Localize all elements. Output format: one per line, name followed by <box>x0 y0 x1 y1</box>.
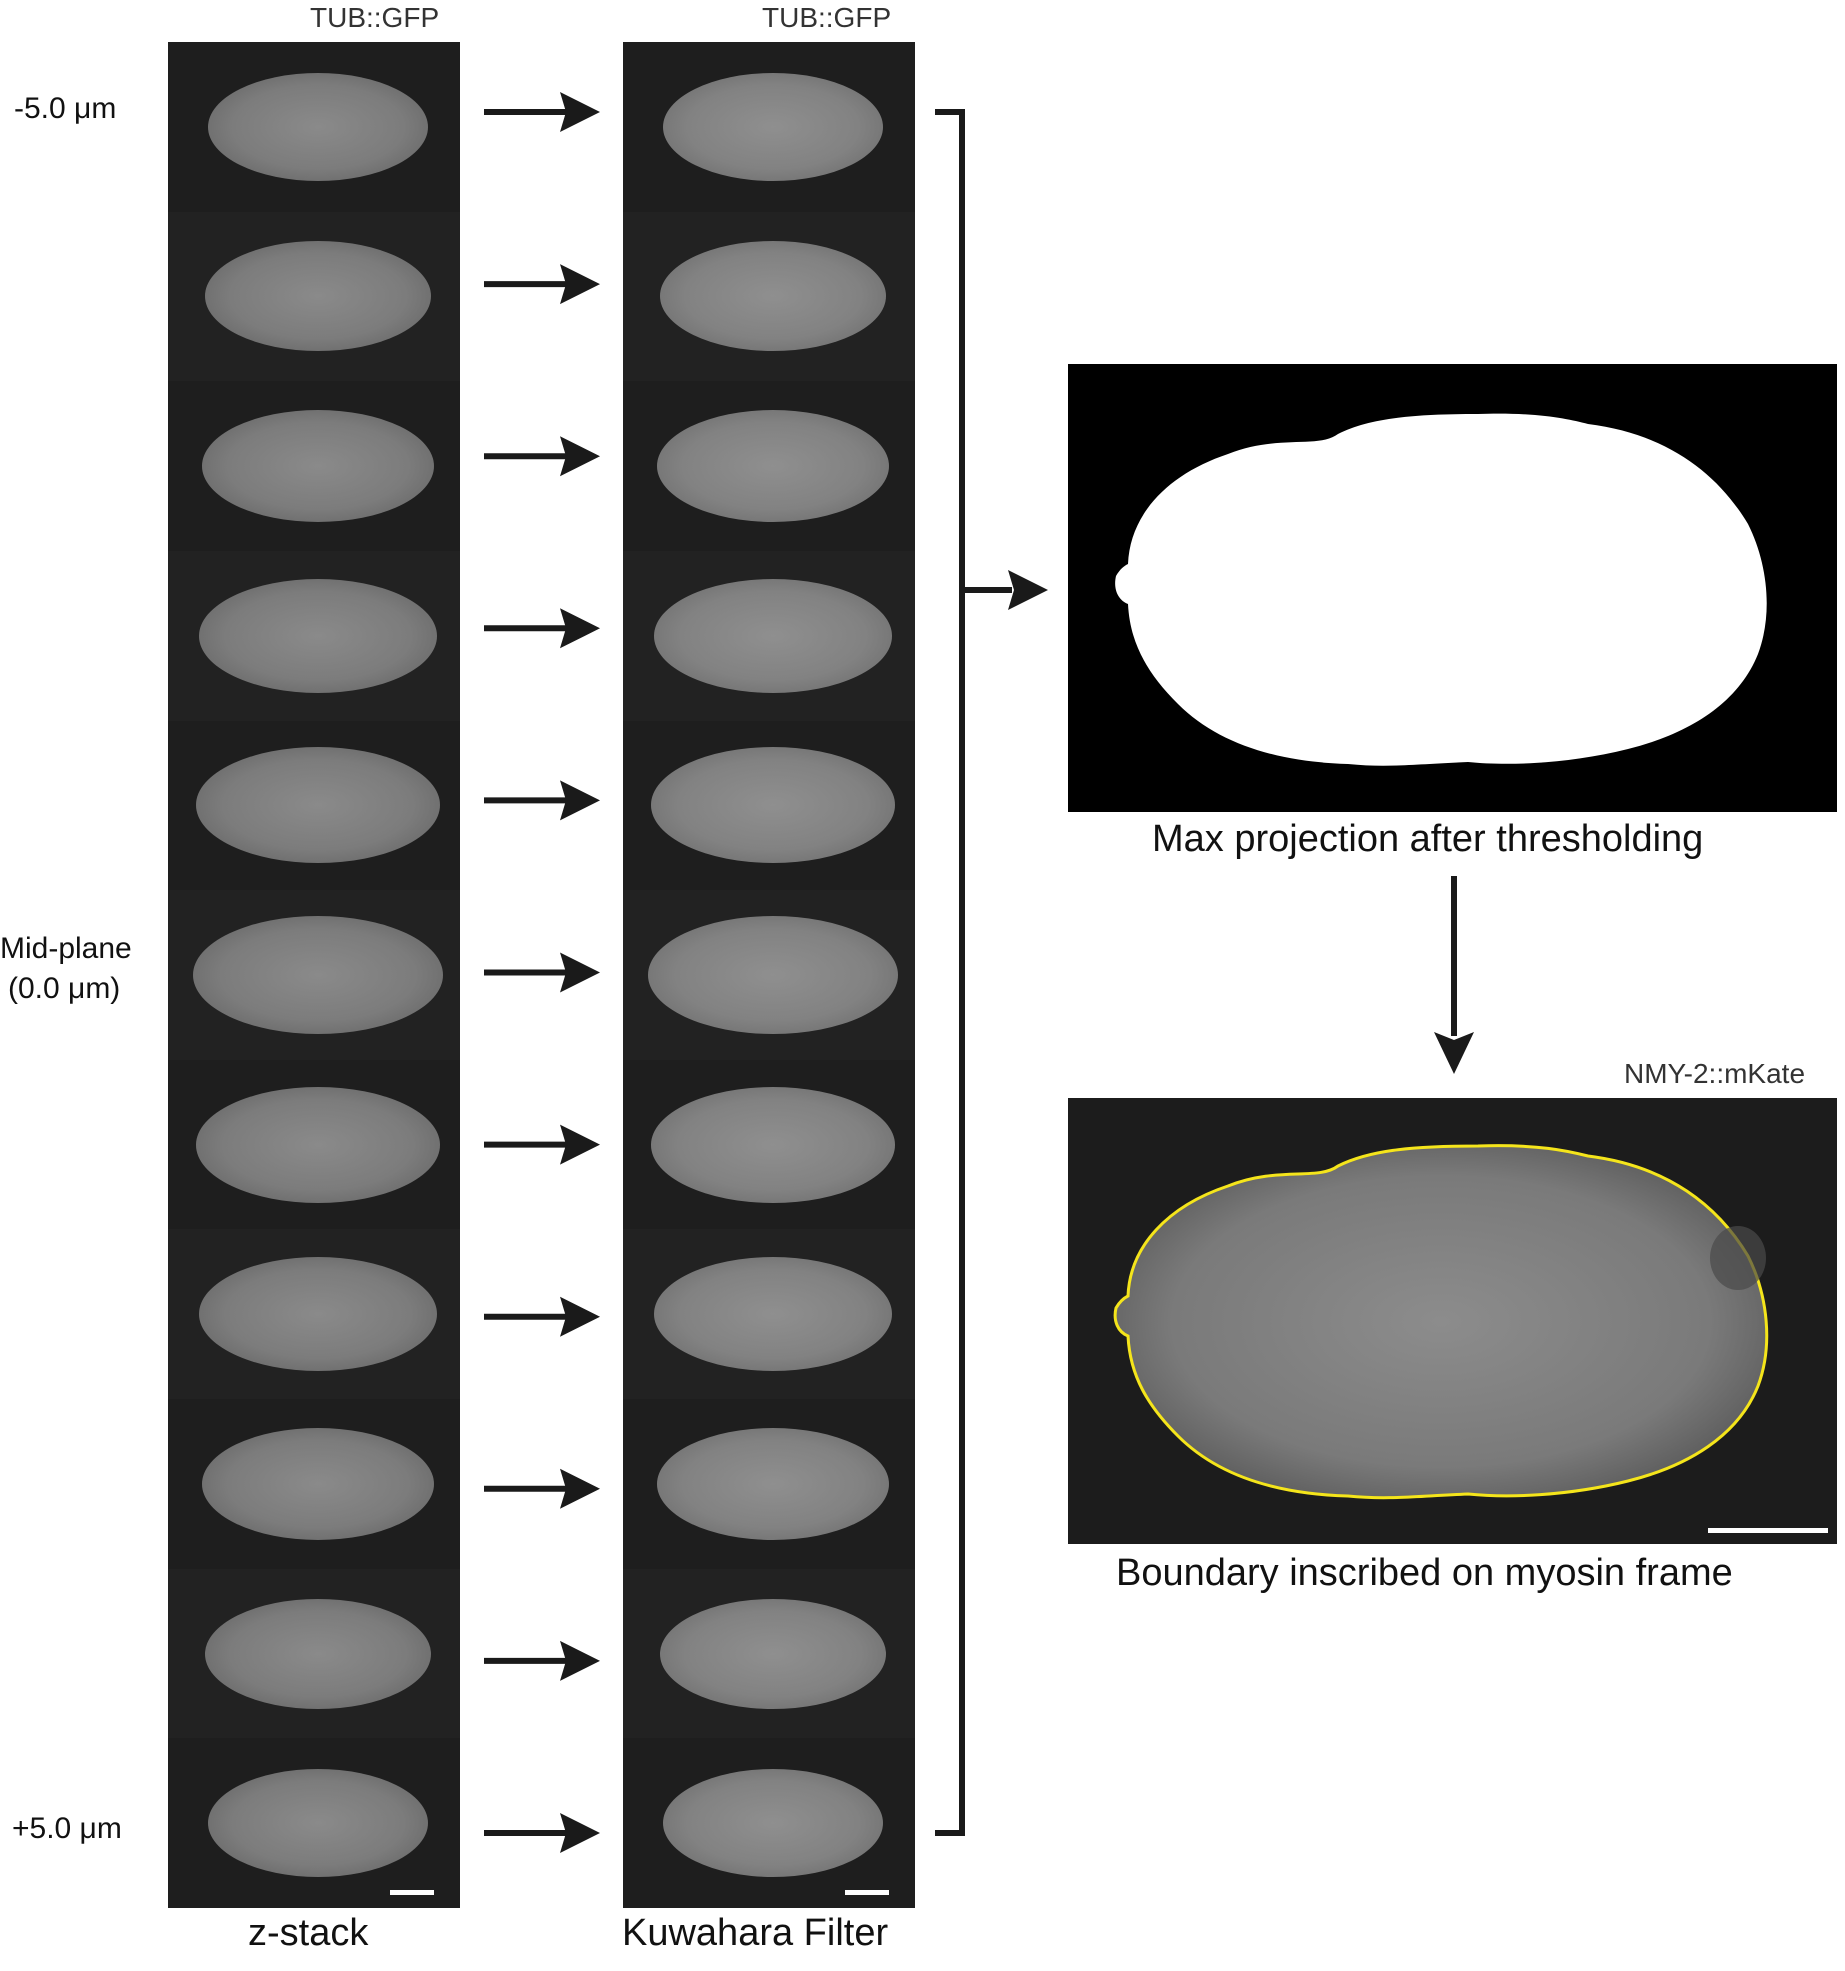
kuwahara-slice <box>623 550 915 721</box>
scalebar <box>390 1889 434 1895</box>
nmy2-header: NMY-2::mKate <box>1624 1058 1806 1089</box>
zstack-slice <box>168 1738 460 1908</box>
zstack-slice <box>168 720 460 891</box>
embryo <box>202 1427 434 1540</box>
zstack-slice <box>168 550 460 721</box>
boundary-panel <box>1068 1098 1837 1544</box>
row-arrow-head <box>560 1813 600 1853</box>
kuwahara-caption: Kuwahara Filter <box>622 1912 889 1954</box>
zstack-slice <box>168 1399 460 1569</box>
threshold-mask <box>1115 413 1767 766</box>
kuwahara-slice <box>623 1738 915 1908</box>
row-arrow-head <box>560 264 600 305</box>
row-arrow-head <box>560 1124 600 1165</box>
zstack-slice <box>168 1568 460 1739</box>
scalebar <box>845 1889 889 1895</box>
z-label-bottom: +5.0 μm <box>12 1812 122 1845</box>
boundary-scalebar <box>1708 1528 1828 1533</box>
embryo <box>196 747 440 864</box>
zstack-slice <box>168 1059 460 1230</box>
kuwahara-slice <box>623 1399 915 1569</box>
kuwahara-strip <box>623 42 915 1908</box>
embryo <box>663 72 883 181</box>
row-arrow-head <box>560 952 600 993</box>
boundary-caption: Boundary inscribed on myosin frame <box>1116 1552 1733 1594</box>
zstack-slice <box>168 381 460 551</box>
boundary-image <box>1113 1144 1769 1500</box>
kuwahara-slice <box>623 381 915 551</box>
row-arrow-head <box>560 780 600 821</box>
embryo <box>660 241 886 352</box>
embryo <box>654 578 892 693</box>
down-arrow-head <box>1434 1032 1474 1074</box>
zstack-slice <box>168 211 460 382</box>
embryo <box>657 410 889 523</box>
embryo <box>205 241 431 352</box>
embryo <box>205 1598 431 1709</box>
kuwahara-slice <box>623 1229 915 1400</box>
embryo <box>202 410 434 523</box>
embryo <box>648 915 898 1034</box>
embryo <box>196 1086 440 1203</box>
row-arrow-head <box>560 608 600 649</box>
row-arrow-head <box>560 1640 600 1681</box>
kuwahara-slice <box>623 42 915 212</box>
threshold-caption: Max projection after thresholding <box>1152 818 1704 860</box>
embryo <box>208 72 428 181</box>
embryo <box>654 1257 892 1372</box>
zstack-caption: z-stack <box>248 1912 369 1954</box>
zstack-slice <box>168 1229 460 1400</box>
z-label-top: -5.0 μm <box>14 92 117 125</box>
z-label-mid-line2: (0.0 μm) <box>8 972 121 1005</box>
zstack-slice <box>168 42 460 212</box>
embryo <box>651 1086 895 1203</box>
embryo <box>663 1769 883 1878</box>
kuwahara-slice <box>623 720 915 891</box>
embryo <box>208 1769 428 1878</box>
threshold-panel <box>1068 364 1837 812</box>
embryo <box>199 578 437 693</box>
kuwahara-slice <box>623 211 915 382</box>
row-arrow-head <box>560 1468 600 1509</box>
kuwahara-slice <box>623 890 915 1060</box>
bracket <box>935 109 965 1836</box>
bracket-arrow-head <box>1008 570 1048 610</box>
row-arrow-head <box>560 436 600 477</box>
embryo <box>651 747 895 864</box>
embryo <box>199 1257 437 1372</box>
row-arrow-head <box>560 92 600 132</box>
kuwahara-header: TUB::GFP <box>762 2 892 33</box>
kuwahara-slice <box>623 1059 915 1230</box>
zstack-slice <box>168 890 460 1060</box>
embryo <box>660 1598 886 1709</box>
row-arrow-head <box>560 1296 600 1337</box>
zstack-header: TUB::GFP <box>310 2 440 33</box>
zstack-strip <box>168 42 460 1908</box>
kuwahara-slice <box>623 1568 915 1739</box>
embryo <box>657 1427 889 1540</box>
z-label-mid-line1: Mid-plane <box>0 932 132 965</box>
embryo <box>193 915 443 1034</box>
